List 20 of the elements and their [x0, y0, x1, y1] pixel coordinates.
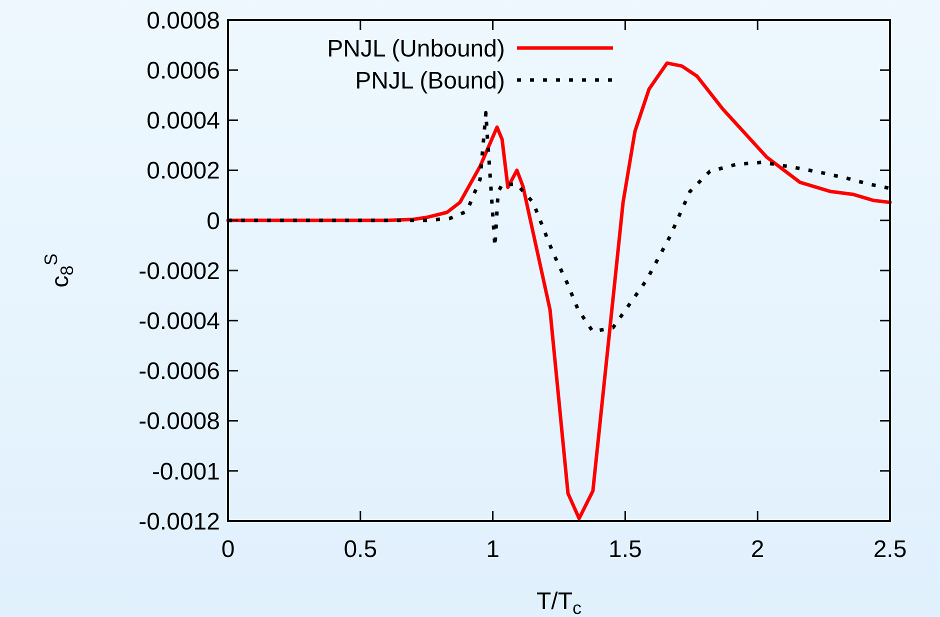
line-series: [226, 61, 892, 520]
x-axis-title: T/T$_{c}$: [536, 588, 582, 617]
y-tick-label: 0.0002: [146, 158, 220, 185]
y-tick-label: -0.001: [152, 458, 220, 486]
y-tick-label: -0.0004: [138, 308, 220, 335]
y-tick-label: -0.0002: [138, 258, 220, 285]
y-tick-label: -0.0012: [138, 508, 220, 536]
x-tick-label: 2.5: [873, 536, 907, 563]
x-tick-label: 0.5: [344, 536, 378, 563]
y-tick-label: -0.0008: [138, 408, 220, 436]
y-tick-label: 0: [206, 208, 220, 235]
y-tick-label: 0.0008: [146, 7, 220, 34]
x-tick-label: 2: [750, 536, 764, 563]
y-tick-label: -0.0006: [138, 358, 220, 386]
y-tick-label: 0.0006: [146, 58, 220, 84]
x-tick-label: 1.5: [608, 536, 642, 563]
legend-label: PNJL (Unbound): [327, 35, 505, 62]
legend-label: PNJL (Bound): [355, 67, 505, 94]
x-tick-label: 1: [486, 536, 500, 563]
y-tick-label: 0.0004: [146, 108, 220, 135]
